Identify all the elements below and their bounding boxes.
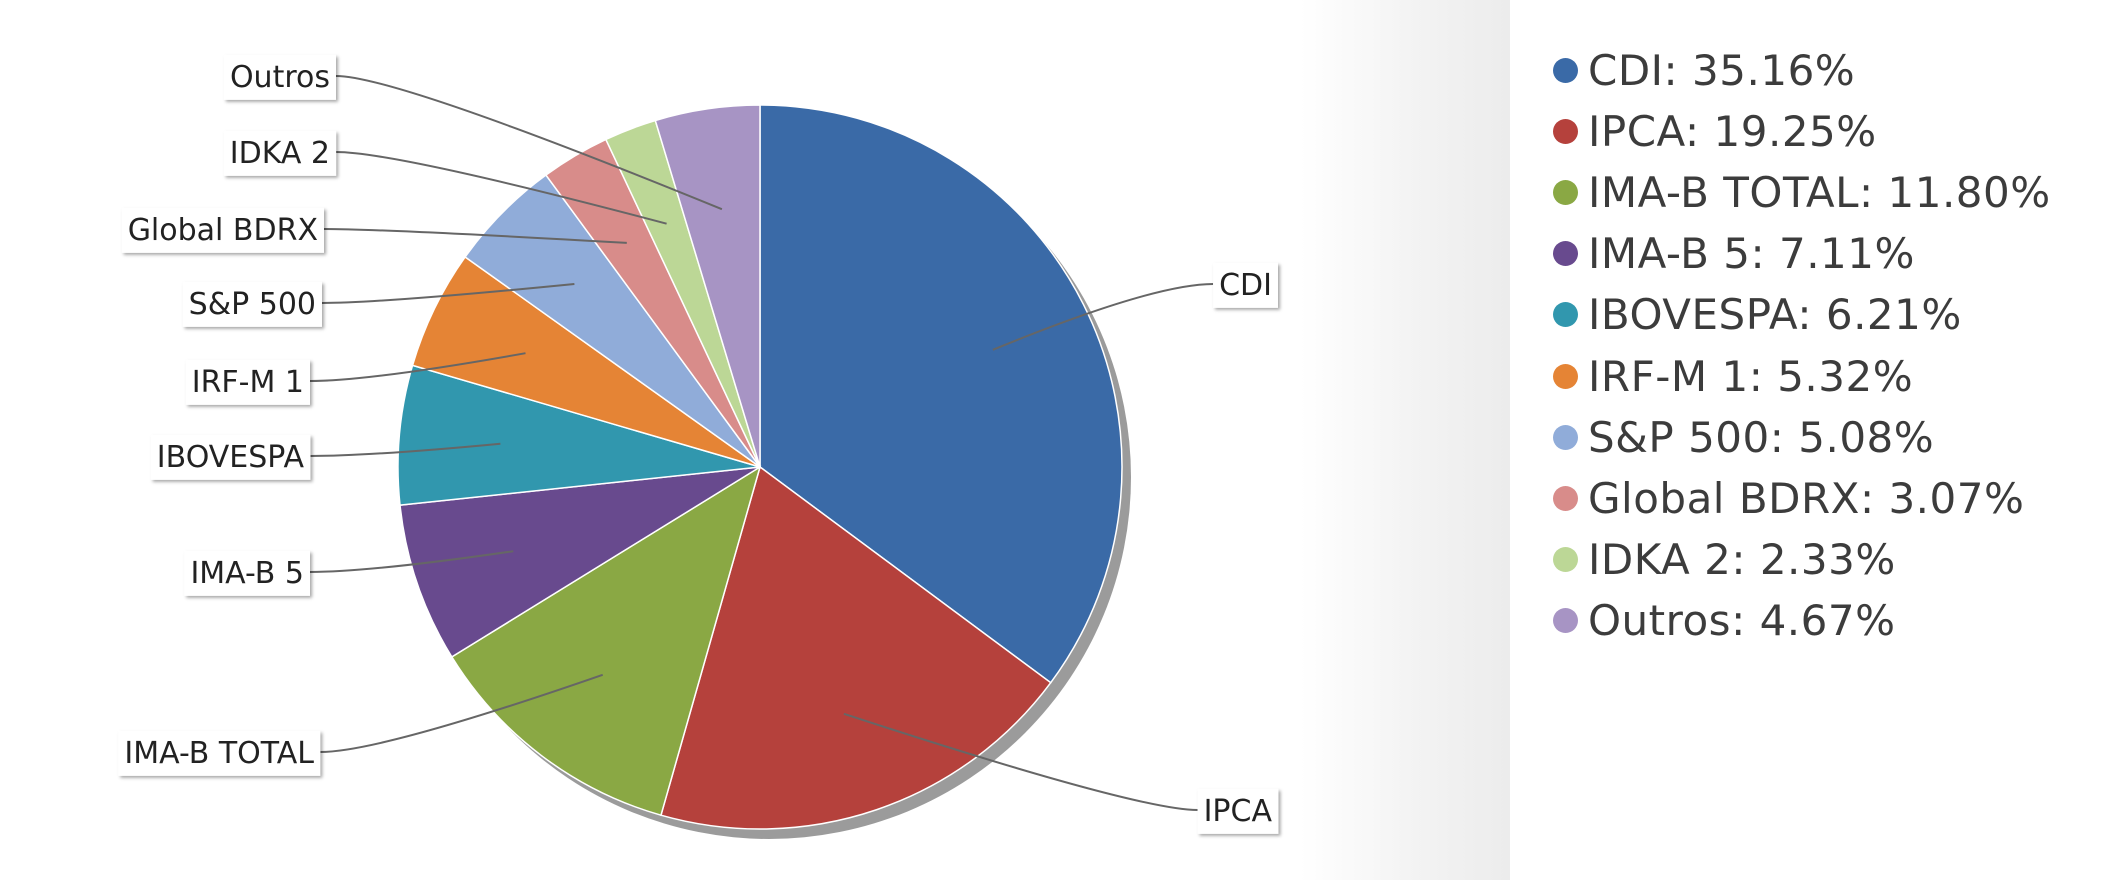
slice-ima-b-total[interactable] — [450, 465, 762, 817]
legend-item-ima-b-5[interactable]: IMA-B 5: 7.11% — [1553, 226, 1915, 282]
leader-line-idka-2 — [335, 151, 667, 225]
data-label-sandp-500: S&P 500 — [189, 287, 316, 322]
data-label-box-ipca — [1197, 788, 1279, 834]
legend-item-ipca[interactable]: IPCA: 19.25% — [1553, 103, 1877, 159]
leader-line-cdi — [992, 283, 1214, 351]
data-label-box-ibovespa — [150, 434, 311, 480]
leader-line-ima-b-total — [320, 673, 604, 753]
legend-item-ima-b-total[interactable]: IMA-B TOTAL: 11.80% — [1553, 164, 2051, 220]
leader-line-irf-m-1 — [309, 352, 526, 382]
legend-label: IPCA: 19.25% — [1588, 106, 1877, 156]
slice-outros[interactable] — [654, 104, 761, 468]
pie-chart: CDI IPCA IMA-B TOTAL IMA-B 5 IBOVESPA IRF-M 1… — [118, 54, 1279, 839]
data-label-box-outros — [223, 54, 336, 100]
data-label-box-cdi — [1213, 262, 1278, 308]
legend-item-cdi[interactable]: CDI: 35.16% — [1553, 42, 1855, 98]
data-label-box-ima-b-5 — [184, 550, 310, 596]
data-label-box-irf-m-1 — [185, 359, 310, 405]
data-label-cdi: CDI — [1219, 268, 1272, 303]
legend-label: IRF-M 1: 5.32% — [1588, 351, 1914, 401]
legend-marker — [1553, 547, 1578, 573]
legend-label: IMA-B 5: 7.11% — [1588, 229, 1915, 279]
legend-marker — [1553, 57, 1578, 83]
legend-marker — [1553, 608, 1578, 634]
leader-line-ibovespa — [310, 442, 501, 457]
data-label-box-global-bdrx — [121, 207, 324, 253]
legend-item-idka-2[interactable]: IDKA 2: 2.33% — [1553, 532, 1896, 588]
data-label-box-ima-b-total — [118, 730, 321, 776]
leader-line-outros — [335, 75, 723, 211]
data-label-global-bdrx: Global BDRX — [128, 213, 318, 248]
legend-label: IDKA 2: 2.33% — [1588, 535, 1896, 585]
data-label-box-idka-2 — [223, 130, 337, 176]
leader-line-sandp-500 — [321, 283, 575, 304]
legend-item-ibovespa[interactable]: IBOVESPA: 6.21% — [1553, 287, 1962, 343]
legend-label: IMA-B TOTAL: 11.80% — [1588, 167, 2051, 217]
slice-ipca[interactable] — [660, 465, 1052, 830]
legend-label: CDI: 35.16% — [1588, 45, 1856, 95]
legend-item-irf-m-1[interactable]: IRF-M 1: 5.32% — [1553, 348, 1913, 404]
data-label-outros: Outros — [230, 60, 330, 95]
legend-marker — [1553, 485, 1578, 511]
data-label-ima-b-total: IMA-B TOTAL — [124, 736, 314, 771]
data-label-ipca: IPCA — [1204, 794, 1273, 829]
leader-line-ima-b-5 — [309, 550, 514, 573]
data-label-ibovespa: IBOVESPA — [157, 440, 305, 475]
data-label-irf-m-1: IRF-M 1 — [192, 365, 304, 400]
legend-label: Outros: 4.67% — [1588, 596, 1896, 646]
legend-label: IBOVESPA: 6.21% — [1588, 290, 1962, 340]
data-label-ima-b-5: IMA-B 5 — [190, 556, 304, 591]
slice-ibovespa[interactable] — [397, 364, 761, 506]
legend-marker — [1553, 302, 1578, 328]
legend-label: Global BDRX: 3.07% — [1588, 473, 2025, 523]
leader-line-global-bdrx — [323, 228, 627, 244]
legend-item-global-bdrx[interactable]: Global BDRX: 3.07% — [1553, 470, 2024, 526]
legend-marker — [1553, 241, 1578, 267]
legend-item-outros[interactable]: Outros: 4.67% — [1553, 593, 1896, 649]
legend-label: S&P 500: 5.08% — [1588, 412, 1935, 462]
legend: CDI: 35.16% IPCA: 19.25% IMA-B TOTAL: 11.8… — [1510, 0, 2109, 880]
legend-marker — [1553, 424, 1578, 450]
legend-marker — [1553, 118, 1578, 144]
legend-marker — [1553, 363, 1578, 389]
data-label-box-sandp-500 — [182, 281, 322, 327]
leader-line-ipca — [843, 712, 1198, 811]
slice-ima-b-5[interactable] — [399, 466, 761, 658]
data-label-idka-2: IDKA 2 — [230, 136, 330, 171]
slice-cdi[interactable] — [759, 104, 1123, 684]
legend-marker — [1553, 179, 1578, 205]
panel-separator — [1300, 0, 1510, 880]
legend-item-sandp-500[interactable]: S&P 500: 5.08% — [1553, 409, 1934, 465]
